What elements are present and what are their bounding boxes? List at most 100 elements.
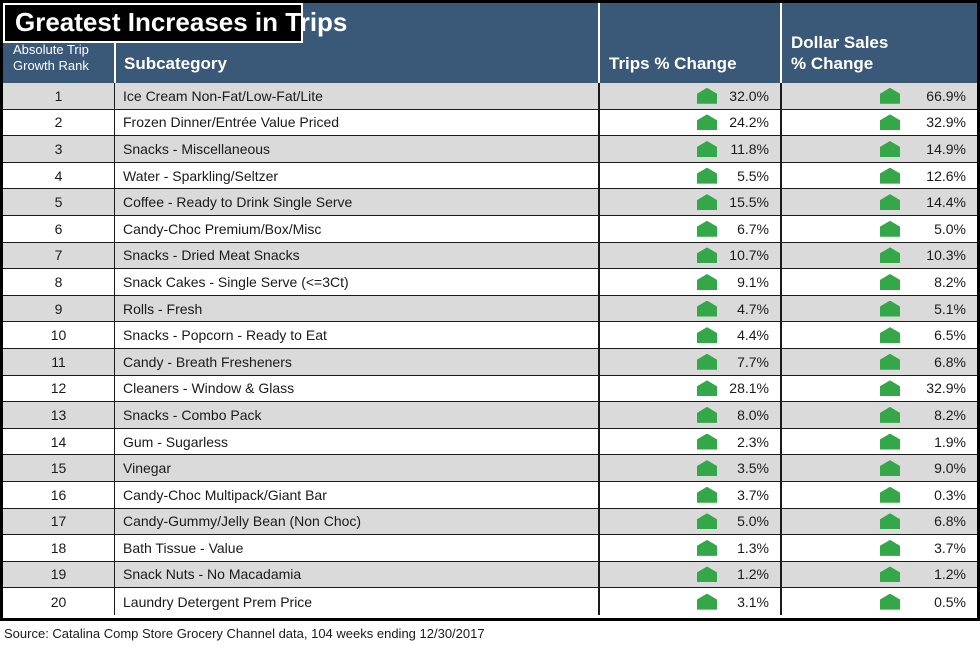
up-arrow-icon (880, 513, 900, 530)
table-row: 19 Snack Nuts - No Macadamia 1.2% 1.2% (3, 561, 977, 589)
trips-change-cell: 4.7% (598, 295, 780, 322)
dollar-change-cell: 32.9% (780, 109, 977, 136)
rank-header-line1: Absolute Trip (13, 42, 89, 57)
dollar-change-value: 0.5% (934, 593, 966, 610)
trips-change-cell: 2.3% (598, 428, 780, 455)
trips-change-value: 32.0% (729, 87, 769, 104)
dollar-change-value: 14.9% (926, 140, 966, 157)
dollar-change-cell: 1.9% (780, 428, 977, 455)
subcategory-cell: Ice Cream Non-Fat/Low-Fat/Lite (114, 83, 598, 109)
trips-change-cell: 4.4% (598, 322, 780, 348)
table-body: 1 Ice Cream Non-Fat/Low-Fat/Lite 32.0% 6… (3, 83, 977, 615)
dollar-change-cell: 5.0% (780, 215, 977, 242)
rank-cell: 15 (50, 460, 67, 477)
rank-cell: 8 (54, 273, 63, 290)
trips-change-value: 3.7% (737, 486, 769, 503)
dollar-change-cell: 8.2% (780, 269, 977, 295)
table-row: 16 Candy-Choc Multipack/Giant Bar 3.7% 0… (3, 481, 977, 509)
rank-cell: 4 (54, 167, 63, 184)
up-arrow-icon (880, 87, 900, 104)
subcategory-cell: Candy-Choc Premium/Box/Misc (114, 215, 598, 242)
up-arrow-icon (880, 486, 900, 503)
subcategory-cell: Rolls - Fresh (114, 295, 598, 322)
dollar-change-cell: 66.9% (780, 83, 977, 109)
up-arrow-icon (880, 140, 900, 157)
trips-header-label: Trips % Change (609, 54, 737, 73)
subcategory-cell: Snack Nuts - No Macadamia (114, 561, 598, 588)
dollar-change-value: 1.2% (934, 566, 966, 583)
dollar-change-value: 6.8% (934, 353, 966, 370)
trips-change-cell: 8.0% (598, 402, 780, 428)
trips-change-cell: 10.7% (598, 242, 780, 269)
table-row: 6 Candy-Choc Premium/Box/Misc 6.7% 5.0% (3, 215, 977, 243)
subcategory-cell: Bath Tissue - Value (114, 535, 598, 561)
rank-cell: 18 (50, 539, 67, 556)
trips-change-cell: 28.1% (598, 375, 780, 402)
rank-cell: 5 (54, 194, 63, 211)
subcategory-cell: Frozen Dinner/Entrée Value Priced (114, 109, 598, 136)
subcategory-header-label: Subcategory (124, 54, 227, 73)
table-row: 12 Cleaners - Window & Glass 28.1% 32.9% (3, 375, 977, 403)
trips-change-cell: 3.5% (598, 455, 780, 481)
trips-change-cell: 7.7% (598, 348, 780, 375)
subcategory-cell: Snack Cakes - Single Serve (<=3Ct) (114, 269, 598, 295)
dollar-change-value: 14.4% (926, 194, 966, 211)
table-row: 17 Candy-Gummy/Jelly Bean (Non Choc) 5.0… (3, 508, 977, 536)
up-arrow-icon (697, 460, 717, 477)
table-row: 7 Snacks - Dried Meat Snacks 10.7% 10.3% (3, 242, 977, 270)
trips-change-value: 4.4% (737, 327, 769, 344)
table-row: 11 Candy - Breath Fresheners 7.7% 6.8% (3, 348, 977, 376)
subcategory-cell: Candy-Gummy/Jelly Bean (Non Choc) (114, 508, 598, 535)
rank-cell: 12 (50, 380, 67, 397)
up-arrow-icon (697, 327, 717, 344)
trips-change-cell: 1.2% (598, 561, 780, 588)
dollar-change-cell: 5.1% (780, 295, 977, 322)
table-row: 1 Ice Cream Non-Fat/Low-Fat/Lite 32.0% 6… (3, 83, 977, 110)
trips-change-cell: 5.0% (598, 508, 780, 535)
trips-change-value: 10.7% (729, 247, 769, 264)
rank-cell: 2 (54, 114, 63, 131)
dollar-change-cell: 9.0% (780, 455, 977, 481)
subcategory-cell: Candy-Choc Multipack/Giant Bar (114, 481, 598, 508)
table-row: 8 Snack Cakes - Single Serve (<=3Ct) 9.1… (3, 269, 977, 296)
column-header-rank: Absolute Trip Growth Rank (3, 3, 114, 83)
up-arrow-icon (697, 486, 717, 503)
rank-cell: 20 (50, 593, 67, 610)
subcategory-cell: Water - Sparkling/Seltzer (114, 162, 598, 189)
dollar-header-line2: % Change (791, 54, 874, 73)
rank-cell: 9 (54, 300, 63, 317)
dollar-header-line1: Dollar Sales (791, 33, 889, 52)
trips-change-value: 8.0% (737, 406, 769, 423)
trips-change-value: 7.7% (737, 353, 769, 370)
dollar-change-cell: 14.4% (780, 189, 977, 215)
dollar-change-cell: 10.3% (780, 242, 977, 269)
up-arrow-icon (697, 380, 717, 397)
trips-change-cell: 32.0% (598, 83, 780, 109)
rank-cell: 19 (50, 566, 67, 583)
rank-header-line2: Growth Rank (13, 58, 89, 73)
column-header-trips-change: Trips % Change (598, 3, 780, 83)
trips-change-cell: 5.5% (598, 162, 780, 189)
trips-change-value: 15.5% (729, 194, 769, 211)
up-arrow-icon (697, 247, 717, 264)
up-arrow-icon (697, 406, 717, 423)
dollar-change-cell: 8.2% (780, 402, 977, 428)
up-arrow-icon (880, 460, 900, 477)
rank-cell: 10 (50, 327, 67, 344)
trips-change-value: 3.1% (737, 593, 769, 610)
up-arrow-icon (880, 194, 900, 211)
subcategory-cell: Gum - Sugarless (114, 428, 598, 455)
table-row: 10 Snacks - Popcorn - Ready to Eat 4.4% … (3, 322, 977, 349)
dollar-change-cell: 0.5% (780, 588, 977, 615)
up-arrow-icon (697, 273, 717, 290)
up-arrow-icon (697, 140, 717, 157)
up-arrow-icon (697, 87, 717, 104)
dollar-change-value: 32.9% (926, 114, 966, 131)
trips-change-value: 11.8% (730, 140, 769, 157)
up-arrow-icon (880, 247, 900, 264)
table-row: 18 Bath Tissue - Value 1.3% 3.7% (3, 535, 977, 562)
rank-cell: 7 (54, 247, 63, 264)
up-arrow-icon (880, 167, 900, 184)
up-arrow-icon (880, 327, 900, 344)
up-arrow-icon (880, 114, 900, 131)
